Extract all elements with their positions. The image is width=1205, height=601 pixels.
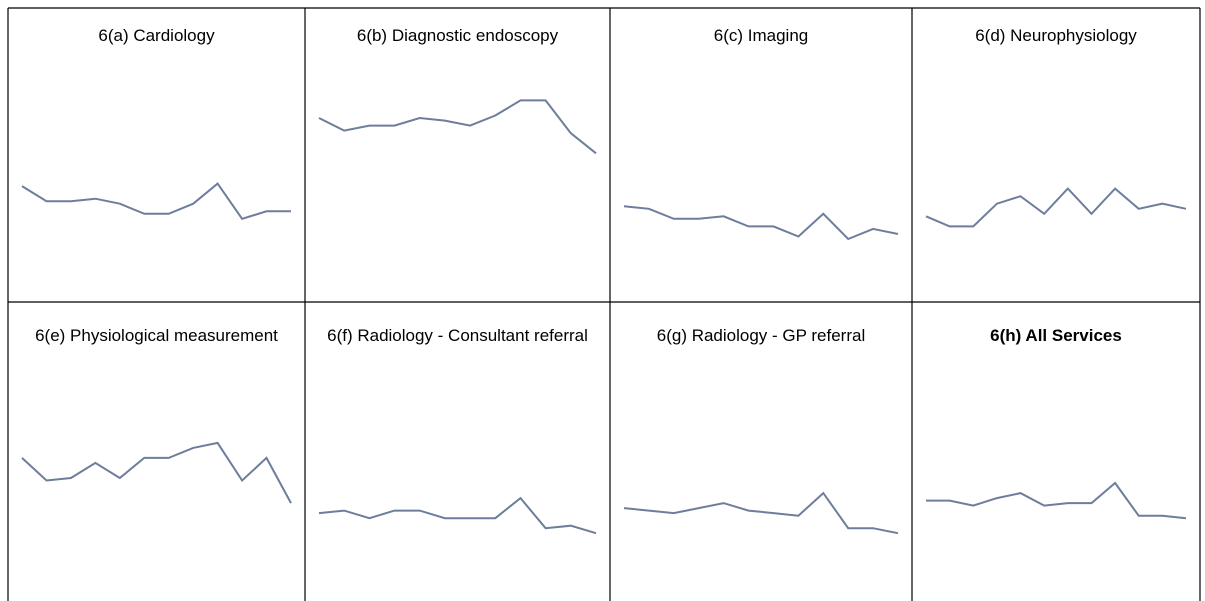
chart-title: 6(g) Radiology - GP referral (656, 326, 866, 345)
sparkline (926, 481, 1187, 520)
sparkline (21, 441, 292, 504)
chart-title: 6(h) All Services (990, 326, 1122, 345)
sparkline (21, 182, 291, 220)
sparkline (623, 205, 899, 241)
sparkline (318, 99, 597, 155)
sparkline (925, 187, 1187, 228)
sparkline (623, 491, 899, 535)
chart-title: 6(a) Cardiology (98, 26, 215, 45)
chart-title: 6(f) Radiology - Consultant referral (327, 326, 588, 345)
chart-title: 6(d) Neurophysiology (975, 26, 1137, 45)
chart-title: 6(b) Diagnostic endoscopy (356, 26, 559, 45)
sparkline (318, 496, 597, 535)
chart-title: 6(c) Imaging (713, 26, 809, 45)
chart-title: 6(e) Physiological measurement (35, 326, 278, 345)
